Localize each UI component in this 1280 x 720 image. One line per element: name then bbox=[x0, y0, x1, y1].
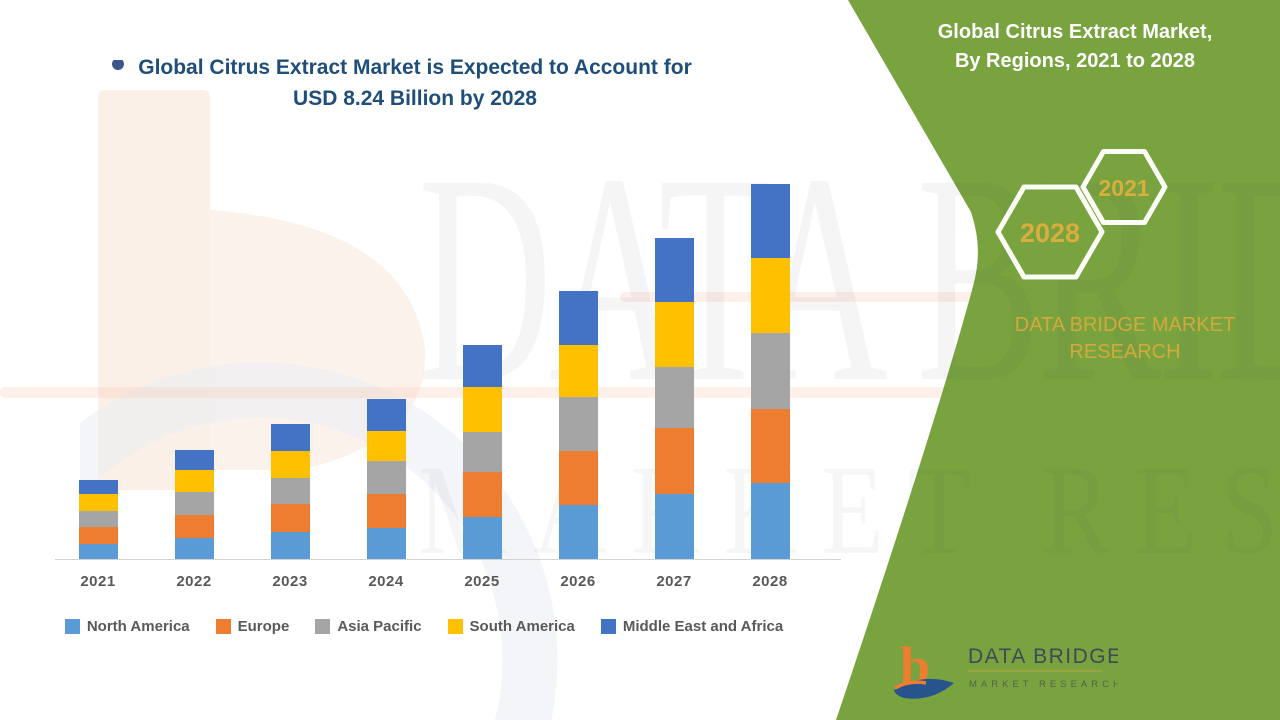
legend-label-north-america: North America bbox=[86, 618, 190, 635]
bar-2026 bbox=[558, 291, 598, 559]
bar-2028 bbox=[750, 184, 790, 559]
x-axis-label-2025: 2025 bbox=[464, 573, 500, 590]
bar-segment-north-america-2028 bbox=[750, 483, 790, 559]
bar-segment-europe-2028 bbox=[750, 408, 790, 484]
x-axis-label-2023: 2023 bbox=[272, 573, 308, 590]
bar-segment-europe-2023 bbox=[270, 503, 310, 533]
bar-segment-europe-2021 bbox=[78, 527, 118, 544]
bar-segment-north-america-2026 bbox=[558, 504, 598, 559]
bar-segment-middle-east-and-africa-2025 bbox=[462, 345, 502, 388]
bar-segment-asia-pacific-2024 bbox=[366, 460, 406, 494]
panel-heading-line2: By Regions, 2021 to 2028 bbox=[954, 50, 1196, 72]
brand-text-line2: RESEARCH bbox=[1069, 341, 1181, 363]
brand-text: DATA BRIDGE MARKET RESEARCH bbox=[975, 312, 1275, 366]
bar-segment-north-america-2024 bbox=[366, 528, 406, 559]
x-axis-label-2028: 2028 bbox=[752, 573, 788, 590]
x-axis-label-2026: 2026 bbox=[560, 573, 596, 590]
chart-legend: North America Europe Asia Pacific South Ame… bbox=[0, 618, 848, 635]
bar-segment-middle-east-and-africa-2023 bbox=[270, 424, 310, 452]
plot-area: 2021 2022 2023 2024 2025 2026 2027 2028 bbox=[55, 150, 841, 590]
hexagon-2028-label: 2028 bbox=[1020, 218, 1080, 248]
bar-segment-asia-pacific-2028 bbox=[750, 332, 790, 409]
bar-segment-middle-east-and-africa-2026 bbox=[558, 291, 598, 345]
hexagon-2021-label: 2021 bbox=[1098, 175, 1149, 201]
bar-segment-asia-pacific-2023 bbox=[270, 478, 310, 504]
bar-segment-asia-pacific-2025 bbox=[462, 432, 502, 473]
legend-swatch-europe bbox=[215, 619, 231, 634]
bar-2022 bbox=[174, 450, 214, 559]
bar-segment-south-america-2024 bbox=[366, 430, 406, 461]
legend-swatch-asia-pacific bbox=[315, 619, 331, 634]
legend-label-europe: Europe bbox=[237, 618, 290, 635]
chart-title-line1: Global Citrus Extract Market is Expected… bbox=[138, 56, 692, 79]
legend-item-europe: Europe bbox=[215, 618, 290, 635]
hexagon-2028-badge: 2028 bbox=[995, 184, 1105, 280]
bar-2023 bbox=[270, 424, 310, 559]
bar-segment-europe-2022 bbox=[174, 514, 214, 539]
bar-segment-europe-2026 bbox=[558, 450, 598, 505]
bar-segment-middle-east-and-africa-2024 bbox=[366, 398, 406, 431]
bar-segment-north-america-2027 bbox=[654, 493, 694, 559]
panel-heading: Global Citrus Extract Market, By Regions… bbox=[880, 18, 1270, 76]
bar-segment-asia-pacific-2027 bbox=[654, 367, 694, 428]
chart-title-line2: USD 8.24 Billion by 2028 bbox=[293, 87, 537, 110]
bar-segment-europe-2024 bbox=[366, 493, 406, 529]
hexagon-badges: 2021 2028 bbox=[995, 149, 1168, 280]
legend-label-south-america: South America bbox=[469, 618, 575, 635]
chart-title: Global Citrus Extract Market is Expected… bbox=[0, 52, 830, 114]
bar-segment-middle-east-and-africa-2022 bbox=[174, 450, 214, 471]
bar-2021 bbox=[78, 480, 118, 559]
bar-2025 bbox=[462, 345, 502, 559]
bar-segment-europe-2027 bbox=[654, 427, 694, 494]
background-band-decoration bbox=[620, 292, 1010, 302]
bar-segment-south-america-2023 bbox=[270, 451, 310, 479]
background-band-decoration bbox=[0, 387, 1010, 398]
legend-swatch-north-america bbox=[64, 619, 80, 634]
company-logo-mark-icon: b bbox=[894, 636, 954, 699]
bar-segment-north-america-2021 bbox=[78, 544, 118, 559]
company-logo-name: DATA BRIDGE bbox=[968, 645, 1118, 668]
bar-segment-south-america-2021 bbox=[78, 494, 118, 512]
x-axis-label-2024: 2024 bbox=[368, 573, 404, 590]
bar-segment-middle-east-and-africa-2028 bbox=[750, 184, 790, 258]
bar-segment-asia-pacific-2026 bbox=[558, 396, 598, 451]
legend-item-asia-pacific: Asia Pacific bbox=[315, 618, 422, 635]
legend-swatch-south-america bbox=[447, 619, 463, 634]
bar-segment-south-america-2028 bbox=[750, 257, 790, 333]
bar-segment-north-america-2025 bbox=[462, 517, 502, 559]
company-logo-tagline: MARKET RESEARCH bbox=[969, 679, 1118, 690]
bar-segment-south-america-2022 bbox=[174, 470, 214, 493]
bar-segment-asia-pacific-2022 bbox=[174, 492, 214, 515]
legend-item-middle-east-and-africa: Middle East and Africa bbox=[600, 618, 784, 635]
bar-segment-middle-east-and-africa-2021 bbox=[78, 480, 118, 495]
brand-text-line1: DATA BRIDGE MARKET bbox=[1014, 314, 1236, 336]
company-logo: b DATA BRIDGE MARKET RESEARCH bbox=[894, 636, 1118, 699]
bar-segment-north-america-2022 bbox=[174, 538, 214, 559]
bar-segment-south-america-2026 bbox=[558, 344, 598, 397]
bar-segment-south-america-2027 bbox=[654, 301, 694, 367]
bar-segment-middle-east-and-africa-2027 bbox=[654, 237, 694, 302]
x-axis-label-2021: 2021 bbox=[80, 573, 116, 590]
x-axis-label-2022: 2022 bbox=[176, 573, 212, 590]
panel-heading-line1: Global Citrus Extract Market, bbox=[937, 21, 1213, 43]
bar-segment-asia-pacific-2021 bbox=[78, 511, 118, 528]
bar-segment-south-america-2025 bbox=[462, 387, 502, 433]
x-axis-label-2027: 2027 bbox=[656, 573, 692, 590]
legend-item-south-america: South America bbox=[447, 618, 575, 635]
legend-item-north-america: North America bbox=[64, 618, 190, 635]
legend-label-asia-pacific: Asia Pacific bbox=[337, 618, 422, 635]
bar-2027 bbox=[654, 237, 694, 559]
bar-2024 bbox=[366, 398, 406, 559]
bar-segment-europe-2025 bbox=[462, 472, 502, 518]
bar-segment-north-america-2023 bbox=[270, 532, 310, 559]
legend-label-middle-east-and-africa: Middle East and Africa bbox=[622, 618, 784, 635]
legend-swatch-middle-east-and-africa bbox=[600, 619, 616, 634]
hexagon-2021-badge: 2021 bbox=[1080, 149, 1168, 225]
